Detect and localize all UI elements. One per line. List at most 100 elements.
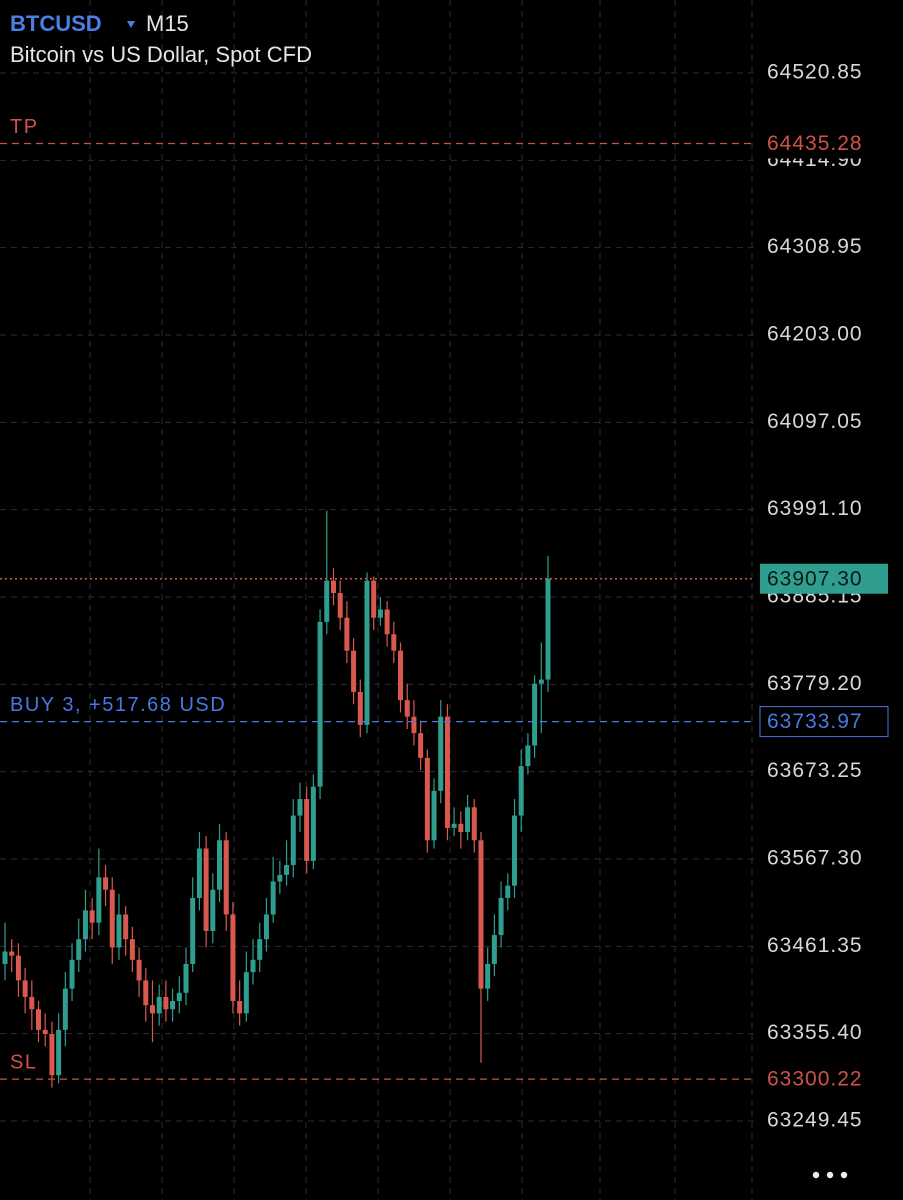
candle-body xyxy=(404,700,410,717)
candle-body xyxy=(170,1001,176,1010)
candle-body xyxy=(62,988,68,1030)
candle-body xyxy=(109,889,115,948)
candle-body xyxy=(310,786,316,861)
candle-body xyxy=(290,815,296,866)
candle-body xyxy=(250,959,256,973)
candle-body xyxy=(351,650,357,692)
y-tick-label: 63249.45 xyxy=(767,1109,863,1132)
current-price-label: 63907.30 xyxy=(767,567,863,590)
y-tick-label: 64308.95 xyxy=(767,235,863,258)
candle-body xyxy=(498,897,504,936)
candle-body xyxy=(116,914,122,948)
candle-body xyxy=(123,914,129,940)
candle-body xyxy=(9,951,15,956)
candle-body xyxy=(36,1009,42,1030)
candle-body xyxy=(29,996,35,1010)
candle-body xyxy=(465,807,471,833)
menu-button[interactable] xyxy=(812,1171,848,1179)
candle-body xyxy=(243,972,249,1014)
candle-body xyxy=(525,745,531,767)
candle-body xyxy=(49,1033,55,1076)
candle-body xyxy=(485,963,491,989)
y-tick-label: 64203.00 xyxy=(767,323,863,346)
candle-body xyxy=(89,910,95,923)
candle-body xyxy=(257,939,263,960)
candle-body xyxy=(357,691,363,725)
candle-body xyxy=(511,815,517,886)
candle-body xyxy=(143,980,149,1006)
y-tick-label: 64097.05 xyxy=(767,410,863,433)
candle-body xyxy=(411,716,417,734)
menu-dot xyxy=(812,1171,820,1179)
vertical-grid xyxy=(89,0,753,1200)
candle-body xyxy=(344,617,350,651)
candle-body xyxy=(103,877,109,890)
y-tick-label: 63355.40 xyxy=(767,1021,863,1044)
y-tick-label: 63779.20 xyxy=(767,672,863,695)
candle-body xyxy=(284,865,290,875)
y-tick-label: 63673.25 xyxy=(767,759,863,782)
candle-body xyxy=(491,935,497,964)
candle-body xyxy=(203,848,209,931)
y-tick-label: 63567.30 xyxy=(767,847,863,870)
candle-body xyxy=(196,848,202,898)
candle-body xyxy=(263,914,269,940)
menu-dot xyxy=(840,1171,848,1179)
candle-body xyxy=(317,621,323,787)
candle-body xyxy=(532,683,538,746)
price-line-name: BUY 3, +517.68 USD xyxy=(10,694,226,716)
candle-body xyxy=(324,580,330,622)
candle-body xyxy=(217,840,223,890)
candle-body xyxy=(210,889,216,931)
candle-body xyxy=(96,877,102,923)
candle-body xyxy=(270,881,276,915)
candle-body xyxy=(458,823,464,833)
candle-body xyxy=(76,939,82,960)
candle-body xyxy=(129,939,135,960)
candle-body xyxy=(337,592,343,618)
menu-dot xyxy=(826,1171,834,1179)
symbol[interactable]: BTCUSD xyxy=(10,11,102,36)
candle-body xyxy=(330,580,336,593)
candle-body xyxy=(156,996,162,1014)
price-label-box xyxy=(759,706,889,738)
candle-body xyxy=(56,1029,62,1076)
candle-body xyxy=(176,992,182,1002)
price-line-value: 64435.28 xyxy=(767,132,863,155)
candle-body xyxy=(438,716,444,791)
plot: 64520.8564414.9064308.9564203.0064097.05… xyxy=(0,61,889,1132)
candle-body xyxy=(505,885,511,898)
candle-body xyxy=(304,799,310,861)
price-line-name: SL xyxy=(10,1051,37,1073)
candle-body xyxy=(545,578,551,680)
candle-body xyxy=(82,910,88,940)
candle-body xyxy=(398,650,404,701)
subtitle: Bitcoin vs US Dollar, Spot CFD xyxy=(10,42,312,67)
candle-body xyxy=(384,609,390,635)
candle-body xyxy=(149,1005,155,1014)
candle-body xyxy=(15,955,21,981)
candle-body xyxy=(431,790,437,841)
price-line-value: 63733.97 xyxy=(767,710,863,733)
candle-body xyxy=(364,580,370,725)
candle-body xyxy=(237,1001,243,1014)
dropdown-icon[interactable] xyxy=(127,21,135,28)
candle-body xyxy=(163,996,169,1010)
candle-body xyxy=(538,679,544,684)
candle-body xyxy=(418,733,424,758)
candle-body xyxy=(451,823,457,828)
candle-body xyxy=(391,634,397,651)
candle-body xyxy=(424,757,430,841)
current-price-box xyxy=(760,563,888,594)
price-line-name: TP xyxy=(10,116,39,138)
candle-body xyxy=(42,1029,48,1034)
price-label-box xyxy=(760,128,888,159)
candle-body xyxy=(371,580,377,618)
price-label-box xyxy=(760,1064,888,1095)
candle-body xyxy=(518,766,524,816)
price-line-value: 63300.22 xyxy=(767,1068,863,1091)
timeframe[interactable]: M15 xyxy=(146,11,189,36)
candle-body xyxy=(377,609,383,618)
candle-body xyxy=(223,840,229,915)
